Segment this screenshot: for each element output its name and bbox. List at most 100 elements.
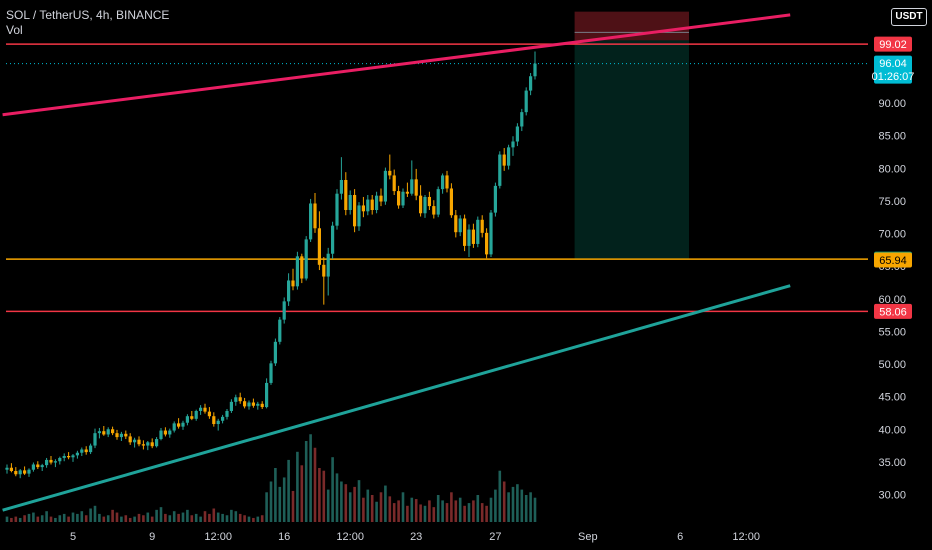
volume-bar [282, 477, 286, 522]
horizontal-lines[interactable] [6, 43, 868, 313]
volume-bar [238, 513, 242, 522]
candle-body [388, 170, 392, 176]
volume-bar [326, 489, 330, 522]
volume-bar [111, 509, 114, 522]
candle-body [14, 471, 18, 475]
candle-body [115, 433, 119, 438]
candle-body [5, 467, 9, 470]
volume-bar [410, 497, 414, 522]
volume-bar [432, 507, 436, 522]
volume-bar [313, 447, 317, 522]
volume-bar [58, 515, 62, 522]
price-label-text: 65.94 [879, 255, 907, 267]
candle-body [449, 188, 453, 216]
candle-body [18, 470, 22, 475]
volume-bar [98, 513, 101, 522]
volume-bar [177, 513, 180, 522]
volume-bar [93, 505, 97, 522]
volume-bar [516, 484, 519, 522]
volume-bar [529, 492, 532, 522]
volume-bar [392, 503, 396, 522]
candle-body [493, 185, 497, 213]
candle-body [93, 433, 97, 446]
candle-body [124, 433, 128, 437]
candle-body [432, 206, 436, 215]
price-tick-label: 70.00 [878, 229, 906, 241]
volume-bar [357, 480, 361, 522]
candle-body [348, 195, 352, 211]
volume-bar [10, 517, 13, 522]
candle-body [75, 452, 79, 456]
price-label-text: 99.02 [879, 39, 907, 51]
volume-bar [274, 468, 277, 522]
candle-body [89, 445, 93, 453]
candle-body [445, 175, 449, 189]
volume-bar [5, 516, 9, 522]
volume-bar [208, 513, 211, 522]
candle-body [247, 402, 251, 407]
candle-body [159, 430, 163, 440]
volume-bar [450, 492, 453, 522]
candle-body [529, 76, 533, 91]
candle-body [137, 439, 141, 445]
candle-body [119, 433, 123, 438]
volume-bar [155, 509, 158, 522]
candle-body [379, 195, 383, 202]
volume-bar [199, 516, 202, 522]
volume-bar [89, 508, 92, 522]
time-tick-label: 23 [410, 531, 422, 543]
price-label-box [874, 303, 912, 319]
candle-body [322, 264, 326, 277]
candle-body [339, 179, 343, 194]
time-tick-label: 16 [278, 531, 290, 543]
currency-button[interactable]: USDT [891, 8, 927, 26]
time-tick-label: Sep [578, 531, 598, 543]
resistance-trendline[interactable] [2, 13, 791, 117]
volume-bar [190, 515, 194, 522]
volume-bar [76, 513, 79, 522]
volume-bar [366, 489, 370, 522]
volume-bar [379, 492, 383, 522]
price-tick-label: 35.00 [878, 457, 906, 469]
candle-body [507, 147, 511, 166]
candle-body [243, 401, 247, 407]
volume-bar [454, 500, 458, 522]
candle-body [177, 423, 181, 427]
candle-body [467, 229, 471, 246]
trendlines[interactable] [2, 13, 791, 512]
price-axis[interactable]: 30.0035.0040.0045.0050.0055.0060.0065.00… [878, 98, 906, 502]
volume-bar [128, 517, 132, 522]
candle-body [141, 444, 145, 446]
volume-bar [507, 492, 510, 522]
position-tool[interactable] [574, 11, 689, 260]
candle-body [441, 175, 445, 190]
candle-body [172, 423, 176, 431]
symbol-title[interactable]: SOL / TetherUS, 4h, BINANCE [6, 8, 170, 22]
volume-bar [221, 513, 224, 522]
candle-body [207, 411, 211, 417]
volume-bar [463, 505, 466, 522]
volume-bar [168, 515, 172, 522]
volume-indicator-label[interactable]: Vol [6, 23, 23, 37]
volume-bar [524, 495, 528, 522]
volume-bar [186, 509, 189, 522]
candle-body [300, 256, 304, 279]
candle-body [392, 175, 396, 192]
candle-body [58, 457, 62, 462]
volume-bar [18, 517, 22, 522]
candle-body [260, 403, 264, 408]
candle-body [485, 232, 489, 255]
volume-bar [458, 497, 462, 522]
candle-body [216, 420, 220, 425]
volume-bar [36, 516, 40, 522]
support-trendline[interactable] [2, 284, 791, 512]
candle-body [454, 215, 458, 233]
time-axis[interactable]: 5 9 12:00 16 12:00 23 27 Sep 6 12:00 [70, 531, 760, 543]
volume-bar [124, 515, 128, 522]
candle-body [309, 203, 313, 240]
volume-bar [67, 516, 70, 522]
price-tick-label: 90.00 [878, 98, 906, 110]
volume-bar [472, 500, 475, 522]
volume-bar [216, 512, 220, 522]
